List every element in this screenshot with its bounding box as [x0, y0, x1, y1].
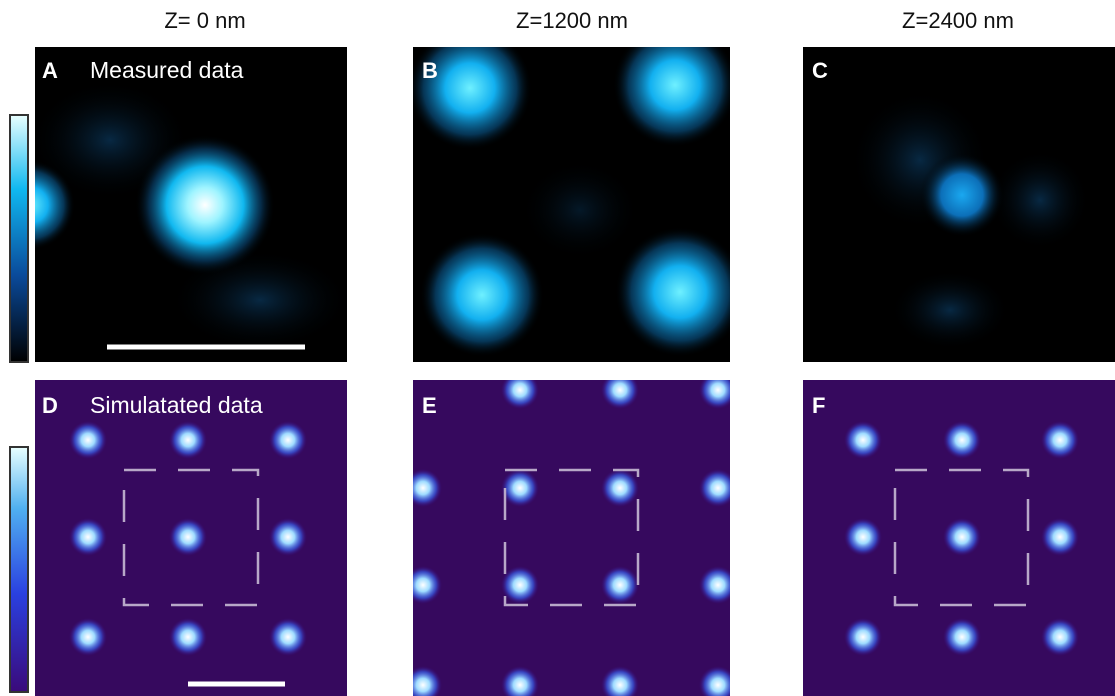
spot [844, 421, 882, 459]
panel-letter: F [812, 393, 825, 418]
spot [404, 469, 442, 507]
spot [169, 518, 207, 556]
spot [699, 469, 737, 507]
spot [844, 618, 882, 656]
panel-letter: C [812, 58, 828, 83]
panel-image [408, 23, 745, 362]
spot [1041, 618, 1079, 656]
spot [699, 371, 737, 409]
panel-image [803, 47, 1115, 362]
spot [69, 421, 107, 459]
spot [601, 469, 639, 507]
simulated-panels [35, 371, 1115, 696]
figure: Z= 0 nm Z=1200 nm Z=2400 nm A Measured d… [0, 0, 1115, 696]
spot [501, 566, 539, 604]
spot [269, 618, 307, 656]
spot [844, 518, 882, 556]
panel-letter: A [42, 58, 58, 83]
spot [69, 618, 107, 656]
panel-letter: B [422, 58, 438, 83]
spot [699, 566, 737, 604]
spot [404, 566, 442, 604]
spot [69, 518, 107, 556]
spot [601, 566, 639, 604]
panel-image [413, 380, 730, 696]
spot [943, 518, 981, 556]
spot [601, 371, 639, 409]
spot [501, 469, 539, 507]
spot [943, 421, 981, 459]
column-title: Z= 0 nm [164, 8, 245, 33]
panel-caption: Simulatated data [90, 392, 263, 418]
spot [943, 618, 981, 656]
column-title: Z=1200 nm [516, 8, 628, 33]
spot [1041, 518, 1079, 556]
column-title: Z=2400 nm [902, 8, 1014, 33]
colorbar [10, 115, 28, 362]
spot [269, 518, 307, 556]
panel-letter: E [422, 393, 437, 418]
spot [169, 618, 207, 656]
spot [501, 371, 539, 409]
spot [269, 421, 307, 459]
spot [1041, 421, 1079, 459]
panel-caption: Measured data [90, 57, 244, 83]
spot [169, 421, 207, 459]
panel-letter: D [42, 393, 58, 418]
colorbar [10, 447, 28, 692]
panel-image [0, 47, 350, 362]
